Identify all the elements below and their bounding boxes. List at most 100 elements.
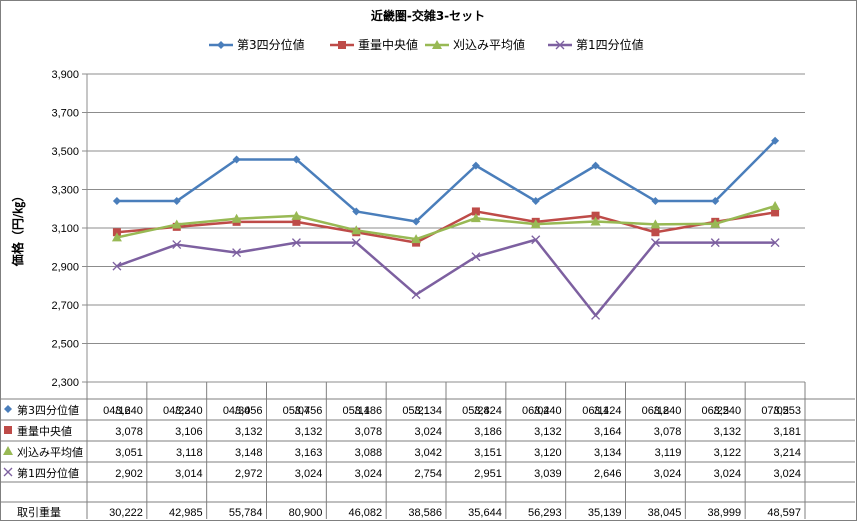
data-label: 3,163 [295,447,323,459]
y-tick-label: 2,900 [51,262,79,274]
data-point-0-11 [771,136,780,145]
table-legend-marker-1 [4,426,12,434]
data-point-2-2 [231,213,242,223]
data-label: 2,902 [115,468,143,480]
table-legend-marker-0 [4,405,12,413]
table-row-label-2: 刈込み平均値 [17,446,83,459]
series-line-1 [116,210,776,244]
category-label: 07/02 [761,405,789,417]
category-label: 06/04 [522,405,550,417]
data-point-0-4 [352,207,361,216]
chart-title: 近畿圏-交雑3-セット [371,8,485,23]
data-label: 3,132 [235,426,263,438]
data-label: 35,644 [468,507,502,519]
category-label: 05/28 [462,405,490,417]
data-label: 3,151 [474,447,502,459]
data-label: 3,122 [714,447,742,459]
y-tick-label: 3,900 [51,69,79,81]
table-row-label-3: 第1四分位値 [17,466,79,480]
data-label: 3,078 [355,426,383,438]
data-label: 3,456 [235,405,263,417]
data-point-2-9 [650,219,661,229]
y-tick-label: 3,500 [51,146,79,158]
data-label: 2,951 [474,468,502,480]
data-label: 3,456 [295,405,323,417]
legend-marker-1 [338,41,346,49]
table-row-label-extra: 取引重量 [17,505,61,519]
data-point-0-0 [112,197,121,206]
legend-label-0: 第3四分位値 [237,37,305,52]
data-label: 3,181 [773,426,801,438]
data-label: 3,024 [654,468,682,480]
data-label: 35,139 [588,507,622,519]
data-point-0-2 [232,155,241,164]
data-label: 3,134 [414,405,442,417]
table-row-label-0: 第3四分位値 [17,403,79,417]
data-point-2-4 [351,225,362,235]
data-label: 38,586 [408,507,442,519]
data-point-2-3 [291,210,302,220]
data-label: 3,240 [175,405,203,417]
data-label: 3,118 [176,447,203,459]
data-label: 3,120 [534,447,562,459]
category-label: 05/07 [283,405,311,417]
y-tick-label: 2,700 [51,300,79,312]
data-label: 80,900 [289,507,323,519]
data-label: 3,024 [355,468,383,480]
series-line-2 [116,204,776,241]
data-label: 3,186 [474,426,502,438]
data-label: 3,132 [714,426,742,438]
data-label: 3,024 [773,468,801,480]
data-label: 46,082 [349,507,383,519]
data-table: 04/16 04/23 04/30 05/07 05/14 05/21 05/28 06/04… [0,382,855,519]
series-lines [111,136,781,320]
data-point-0-8 [591,161,600,170]
category-label: 04/30 [223,405,251,417]
category-label: 06/11 [582,405,609,417]
data-point-0-5 [412,217,421,226]
data-label: 56,293 [528,507,562,519]
data-point-1-6 [471,207,480,216]
legend-label-1: 重量中央値 [358,37,418,52]
data-label: 3,039 [534,468,562,480]
data-point-3-10 [710,238,720,248]
data-label: 3,240 [115,405,143,417]
data-point-3-3 [291,238,301,248]
table-row-label-1: 重量中央値 [17,424,72,438]
y-tick-label: 3,700 [51,108,79,120]
data-label: 3,119 [655,447,682,459]
data-point-3-5 [411,290,421,300]
data-point-3-4 [351,238,361,248]
y-tick-label: 2,300 [51,377,79,389]
data-label: 3,424 [474,405,502,417]
data-label: 3,132 [295,426,323,438]
data-point-2-6 [470,213,481,223]
data-point-3-1 [172,240,182,250]
category-label: 04/23 [163,405,191,417]
y-tick-label: 3,100 [51,223,79,235]
data-point-2-11 [770,201,781,211]
data-point-0-10 [711,197,720,206]
data-label: 3,186 [355,405,383,417]
data-point-2-1 [171,219,182,229]
data-point-0-1 [172,197,181,206]
y-axis-ticks: 2,300 2,500 2,700 2,900 3,100 3,300 3,500 3,700… [51,69,79,389]
data-label: 3,148 [235,447,263,459]
category-label: 05/14 [342,405,370,417]
data-label: 3,240 [654,405,682,417]
data-label: 3,088 [355,447,383,459]
data-label: 30,222 [109,507,143,519]
data-label: 3,214 [773,447,801,459]
series-line-0 [116,139,776,223]
legend-label-2: 刈込み平均値 [453,37,525,52]
y-tick-label: 3,300 [51,185,79,197]
data-label: 3,078 [115,426,143,438]
data-point-1-0 [112,228,121,237]
data-point-2-5 [411,234,422,244]
data-point-1-11 [771,208,780,217]
data-point-3-11 [770,238,780,248]
data-point-3-9 [650,238,660,248]
data-point-1-9 [651,228,660,237]
data-point-2-8 [590,216,601,226]
